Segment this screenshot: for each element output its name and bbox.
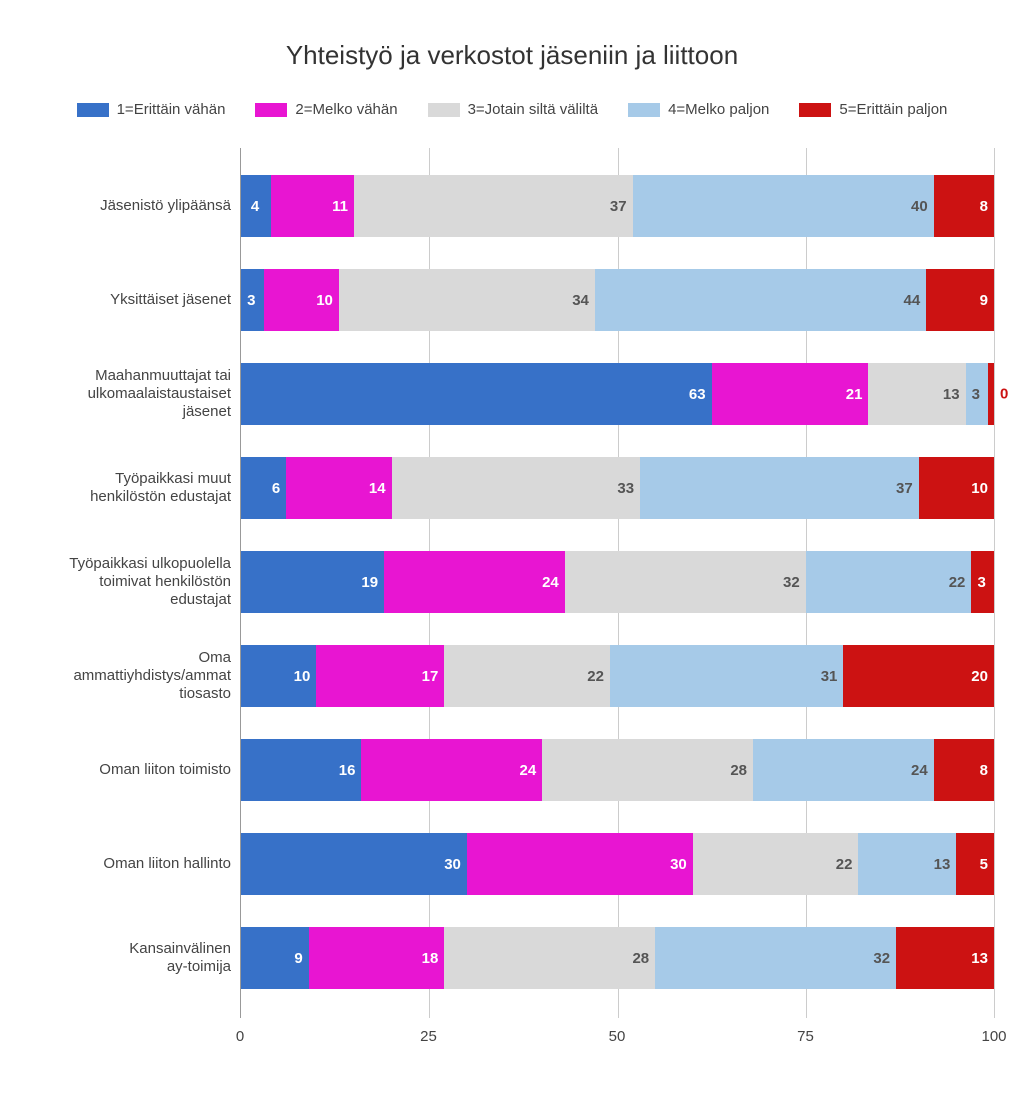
bar-segment: 22 (693, 833, 859, 895)
bar-row: Työpaikkasi ulkopuolella toimivat henkil… (241, 551, 994, 613)
bar-segment: 32 (565, 551, 806, 613)
bar-row: Yksittäiset jäsenet31034449 (241, 269, 994, 331)
legend-item: 3=Jotain siltä väliltä (428, 101, 599, 118)
legend-label: 3=Jotain siltä väliltä (468, 101, 599, 118)
legend-swatch (799, 103, 831, 117)
bar-segment: 10 (264, 269, 339, 331)
bar-segment: 3 (966, 363, 988, 425)
bar-segment: 3 (971, 551, 994, 613)
category-label: Oman liiton hallinto (41, 855, 241, 873)
legend-swatch (428, 103, 460, 117)
x-tick-label: 100 (981, 1028, 1006, 1045)
bar-segment: 8 (934, 175, 994, 237)
bar-segment: 22 (444, 645, 610, 707)
outside-value-label: 0 (1000, 386, 1008, 403)
legend-label: 4=Melko paljon (668, 101, 769, 118)
category-label: Työpaikkasi muut henkilöstön edustajat (41, 470, 241, 506)
gridline (994, 148, 995, 1018)
legend-swatch (77, 103, 109, 117)
bar-segment (988, 363, 994, 425)
category-label: Oman liiton toimisto (41, 761, 241, 779)
bar-row: Oman liiton toimisto162428248 (241, 739, 994, 801)
x-axis: 0255075100 (240, 1028, 994, 1058)
bar-segment: 3 (241, 269, 264, 331)
category-label: Kansainvälinen ay-toimija (41, 940, 241, 976)
bar-segment: 44 (595, 269, 926, 331)
bar-segment: 13 (868, 363, 965, 425)
plot-area: Jäsenistö ylipäänsä41137408Yksittäiset j… (240, 148, 994, 1018)
plot: Jäsenistö ylipäänsä41137408Yksittäiset j… (240, 148, 994, 1058)
chart-title: Yhteistyö ja verkostot jäseniin ja liitt… (30, 40, 994, 71)
category-label: Maahanmuuttajat tai ulkomaalaistaustaise… (41, 367, 241, 421)
legend-item: 1=Erittäin vähän (77, 101, 226, 118)
bar-segment: 14 (286, 457, 391, 519)
bar-segment: 13 (896, 927, 994, 989)
category-label: Oma ammattiyhdistys/ammat tiosasto (41, 649, 241, 703)
bar-segment: 28 (444, 927, 655, 989)
legend-item: 4=Melko paljon (628, 101, 769, 118)
bar-segment: 10 (241, 645, 316, 707)
bar-segment: 32 (655, 927, 896, 989)
bar-segment: 18 (309, 927, 445, 989)
bar-segment: 17 (316, 645, 444, 707)
legend-item: 5=Erittäin paljon (799, 101, 947, 118)
bar-segment: 21 (712, 363, 869, 425)
bar-segment: 19 (241, 551, 384, 613)
category-label: Työpaikkasi ulkopuolella toimivat henkil… (41, 555, 241, 609)
bar-segment: 22 (806, 551, 972, 613)
legend-item: 2=Melko vähän (255, 101, 397, 118)
bar-segment: 37 (354, 175, 633, 237)
bar-segment: 5 (956, 833, 994, 895)
bar-segment: 13 (858, 833, 956, 895)
x-tick-label: 50 (609, 1028, 626, 1045)
bar-segment: 28 (542, 739, 753, 801)
bar-segment: 30 (241, 833, 467, 895)
bar-segment: 34 (339, 269, 595, 331)
bar-segment: 4 (241, 175, 271, 237)
bar-segment: 9 (926, 269, 994, 331)
bar-segment: 16 (241, 739, 361, 801)
bar-segment: 9 (241, 927, 309, 989)
bar-segment: 40 (633, 175, 934, 237)
bar-row: Oma ammattiyhdistys/ammat tiosasto101722… (241, 645, 994, 707)
legend: 1=Erittäin vähän 2=Melko vähän 3=Jotain si… (30, 101, 994, 118)
bar-row: Maahanmuuttajat tai ulkomaalaistaustaise… (241, 363, 994, 425)
legend-label: 2=Melko vähän (295, 101, 397, 118)
x-tick-label: 25 (420, 1028, 437, 1045)
bar-segment: 24 (361, 739, 542, 801)
x-tick-label: 0 (236, 1028, 244, 1045)
bar-segment: 63 (241, 363, 712, 425)
bar-segment: 20 (843, 645, 994, 707)
bar-segment: 31 (610, 645, 843, 707)
bar-row: Työpaikkasi muut henkilöstön edustajat61… (241, 457, 994, 519)
chart-container: Yhteistyö ja verkostot jäseniin ja liitt… (0, 0, 1024, 1118)
x-tick-label: 75 (797, 1028, 814, 1045)
bar-segment: 11 (271, 175, 354, 237)
bar-segment: 10 (919, 457, 994, 519)
bar-segment: 37 (640, 457, 919, 519)
legend-swatch (255, 103, 287, 117)
legend-label: 1=Erittäin vähän (117, 101, 226, 118)
bar-segment: 33 (392, 457, 640, 519)
bar-row: Oman liiton hallinto303022135 (241, 833, 994, 895)
bar-row: Kansainvälinen ay-toimija918283213 (241, 927, 994, 989)
legend-swatch (628, 103, 660, 117)
bar-segment: 30 (467, 833, 693, 895)
bar-segment: 6 (241, 457, 286, 519)
bar-segment: 24 (384, 551, 565, 613)
category-label: Jäsenistö ylipäänsä (41, 197, 241, 215)
bar-segment: 8 (934, 739, 994, 801)
bar-row: Jäsenistö ylipäänsä41137408 (241, 175, 994, 237)
category-label: Yksittäiset jäsenet (41, 291, 241, 309)
bar-segment: 24 (753, 739, 934, 801)
legend-label: 5=Erittäin paljon (839, 101, 947, 118)
